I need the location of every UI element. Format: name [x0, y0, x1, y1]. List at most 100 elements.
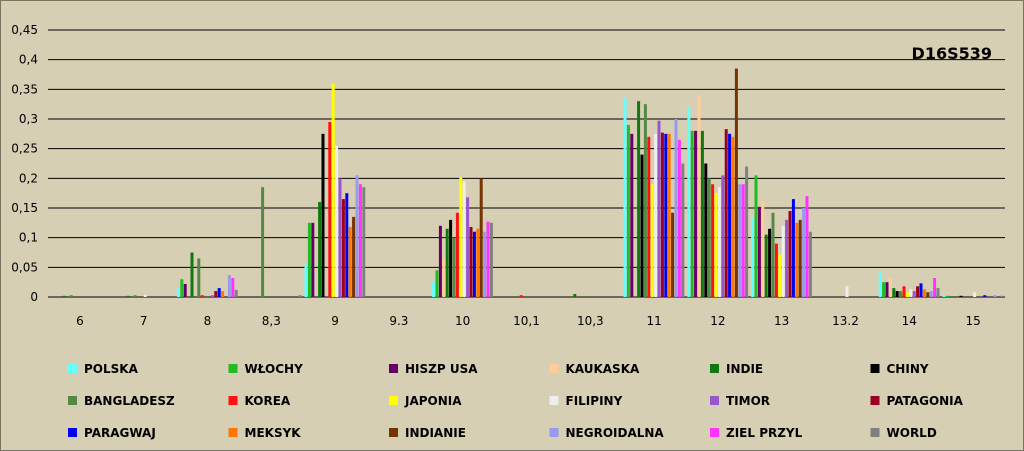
bar — [133, 295, 137, 297]
bar — [657, 120, 661, 297]
bar — [738, 184, 742, 297]
bar — [69, 295, 73, 297]
bar — [707, 178, 711, 297]
bar — [338, 178, 342, 297]
bar — [973, 292, 977, 297]
bar — [459, 177, 463, 297]
bar — [331, 83, 335, 298]
bar — [183, 283, 187, 297]
legend-swatch — [68, 396, 77, 405]
bar — [721, 175, 725, 297]
bar — [62, 295, 66, 297]
bar — [791, 199, 795, 297]
bar — [902, 286, 906, 297]
bar — [798, 219, 802, 297]
legend-label: ZIEL PRZYL — [726, 426, 803, 440]
legend-label: JAPONIA — [404, 394, 462, 408]
bar — [926, 292, 930, 297]
bar — [761, 200, 765, 297]
x-tick-label: 9 — [331, 314, 339, 328]
bar — [664, 133, 668, 297]
bar — [771, 212, 775, 297]
bar — [143, 294, 147, 297]
bar — [200, 295, 204, 297]
bar — [983, 295, 987, 297]
bar — [711, 184, 715, 297]
x-tick-label: 13 — [774, 314, 789, 328]
bar — [667, 133, 671, 297]
legend-label: BANGLADESZ — [84, 394, 175, 408]
bar — [922, 289, 926, 297]
bar — [637, 101, 641, 297]
legend-swatch — [389, 364, 398, 373]
bar — [781, 225, 785, 297]
bar — [745, 166, 749, 297]
bar — [126, 295, 130, 297]
legend-swatch — [68, 364, 77, 373]
bar — [700, 130, 704, 297]
bars — [62, 68, 1004, 298]
bar — [352, 216, 356, 297]
x-tick-label: 10,1 — [513, 314, 540, 328]
bar — [690, 130, 694, 297]
bar — [358, 184, 362, 297]
x-tick-label: 8 — [204, 314, 212, 328]
bar — [214, 291, 218, 297]
bar — [694, 130, 698, 297]
bar — [626, 124, 630, 298]
legend-swatch — [710, 428, 719, 437]
legend-swatch — [389, 428, 398, 437]
bar — [1000, 295, 1004, 297]
bar — [489, 222, 493, 297]
bar — [455, 212, 459, 297]
bar — [774, 243, 778, 297]
y-tick-label: 0,45 — [11, 23, 38, 37]
bar — [919, 283, 923, 297]
bar — [647, 136, 651, 297]
bar — [654, 133, 658, 297]
bar — [650, 184, 654, 297]
legend-label: NEGROIDALNA — [566, 426, 665, 440]
bar — [318, 202, 322, 297]
bar — [717, 187, 721, 297]
bar — [311, 222, 315, 297]
bar — [945, 295, 949, 297]
bar — [892, 288, 896, 297]
bar — [210, 295, 214, 297]
bar — [623, 98, 627, 297]
bar — [304, 264, 308, 297]
bar — [227, 275, 231, 297]
bar — [993, 295, 997, 297]
legend-label: KAUKASKA — [566, 362, 640, 376]
x-tick-label: 14 — [902, 314, 917, 328]
bar — [899, 291, 903, 297]
bar — [462, 181, 466, 297]
x-tick-label: 10,3 — [577, 314, 604, 328]
x-tick-label: 13.2 — [832, 314, 859, 328]
bar — [697, 95, 701, 298]
bar — [438, 225, 442, 297]
bar — [234, 289, 238, 297]
bar — [885, 282, 889, 297]
bar — [432, 282, 436, 297]
x-tick-label: 6 — [76, 314, 84, 328]
legend-swatch — [549, 396, 559, 405]
bar — [335, 145, 339, 297]
bar — [630, 133, 634, 297]
bar — [795, 222, 799, 297]
bar — [728, 133, 732, 297]
legend-swatch — [228, 428, 238, 437]
bar — [348, 226, 352, 297]
legend-label: WŁOCHY — [245, 362, 304, 376]
x-tick-label: 9.3 — [389, 314, 408, 328]
bar — [677, 139, 681, 297]
bar — [660, 132, 664, 297]
bar — [469, 226, 473, 297]
bar — [754, 175, 758, 297]
bar — [519, 295, 523, 297]
bar — [328, 121, 332, 297]
bar — [778, 254, 782, 297]
legend-label: CHINY — [887, 362, 929, 376]
bar — [808, 231, 812, 297]
